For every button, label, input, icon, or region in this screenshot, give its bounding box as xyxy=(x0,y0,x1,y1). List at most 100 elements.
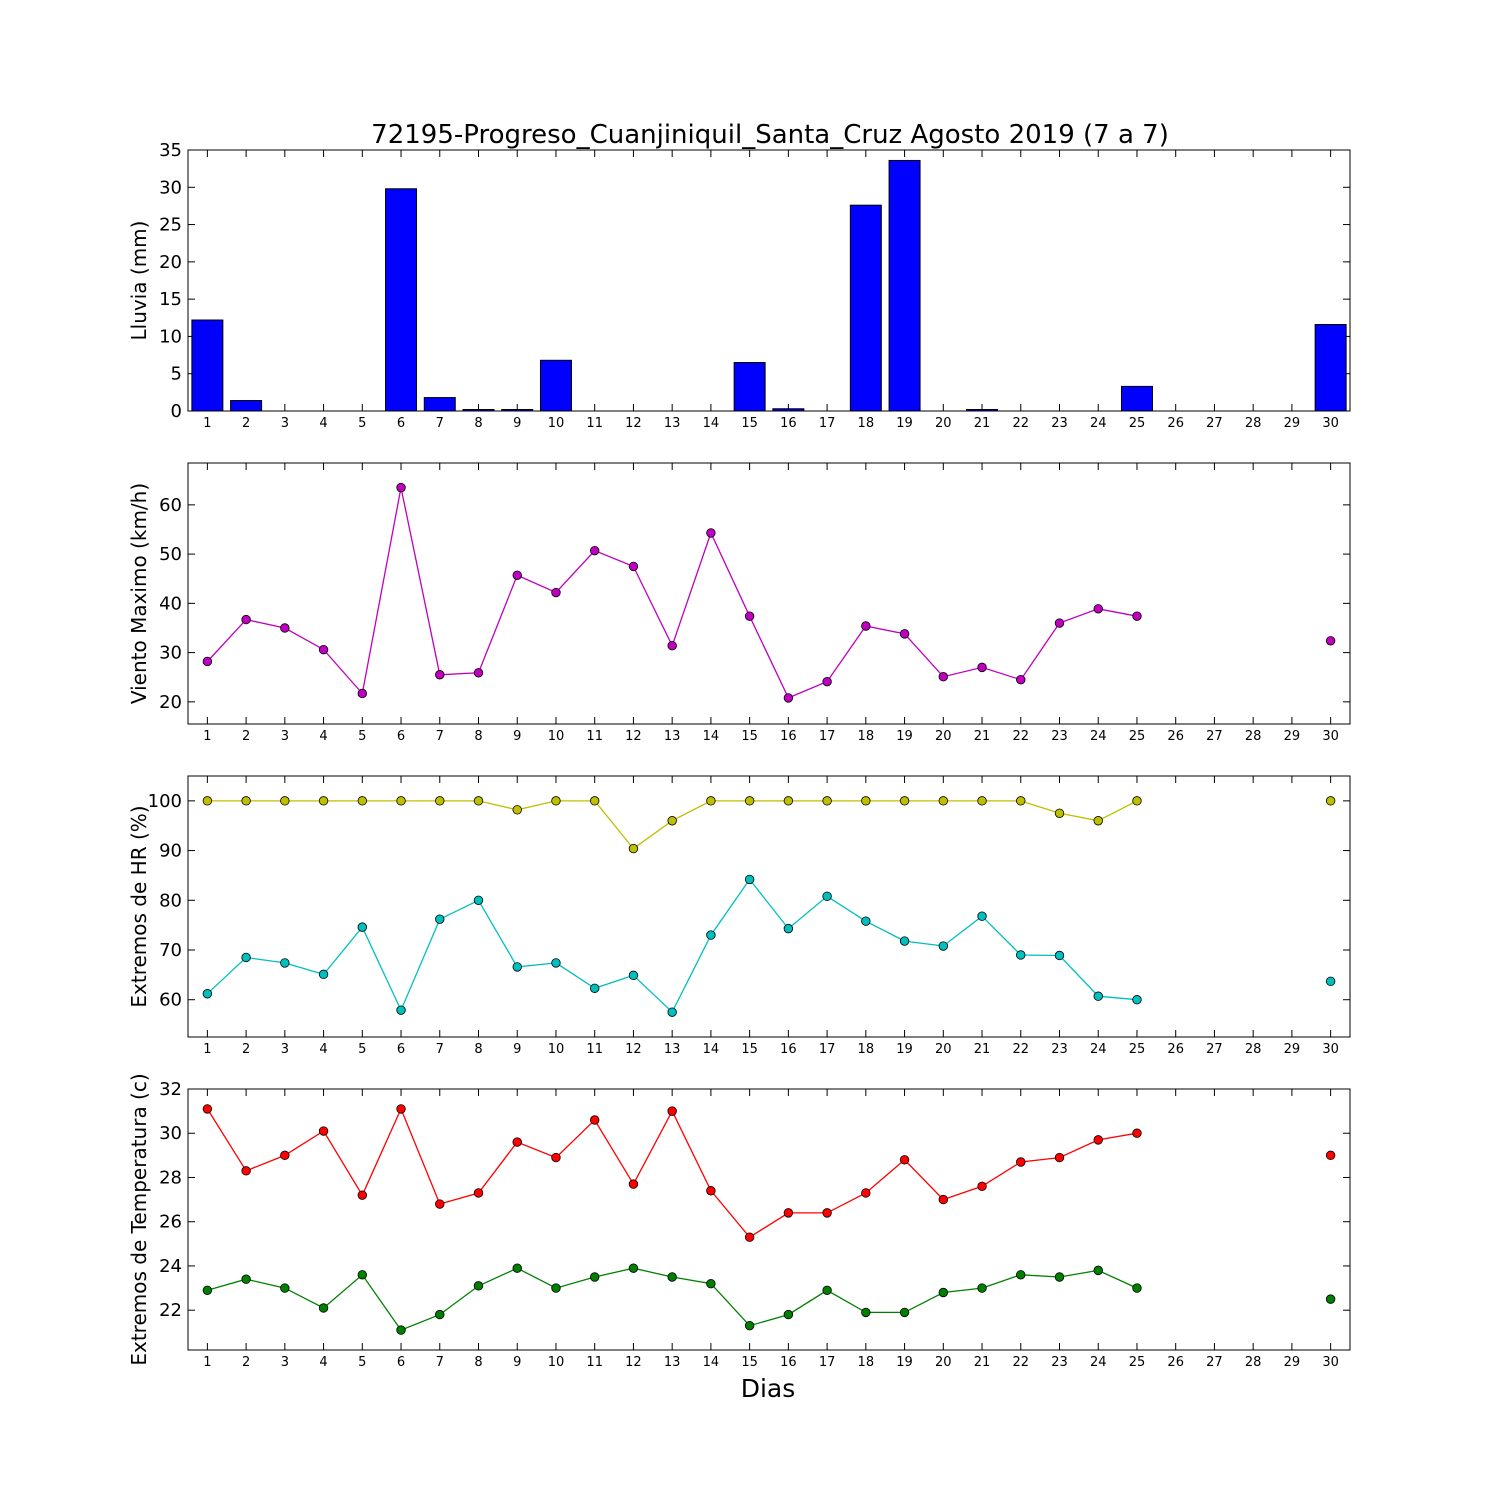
rain-bar xyxy=(849,204,882,412)
temp-max-point xyxy=(977,1181,987,1192)
x-tick-label: 7 xyxy=(436,1042,444,1057)
x-tick-label: 8 xyxy=(474,1355,482,1370)
hr-min-point xyxy=(938,941,949,951)
y-tick-label: 22 xyxy=(159,1300,182,1321)
rain-bar xyxy=(501,409,534,412)
temp-min-point xyxy=(551,1283,561,1293)
y-tick-label: 5 xyxy=(171,364,182,385)
x-tick-label: 10 xyxy=(548,1355,565,1370)
x-tick-label: 24 xyxy=(1090,416,1107,431)
x-tick-label: 6 xyxy=(397,416,405,431)
hr-min-point xyxy=(202,989,213,999)
x-tick-label: 10 xyxy=(548,1042,565,1057)
x-tick-label: 23 xyxy=(1051,729,1068,744)
x-tick-label: 29 xyxy=(1284,729,1301,744)
max-wind-point xyxy=(1093,604,1103,614)
rain-bar xyxy=(733,362,766,412)
hr-min-point xyxy=(512,962,522,972)
hr-max-point xyxy=(590,796,600,806)
temp-max-point xyxy=(551,1152,561,1163)
temp-min-point xyxy=(822,1285,832,1295)
x-tick-label: 12 xyxy=(625,1042,642,1057)
y-tick-label: 20 xyxy=(159,692,182,713)
max-wind-point xyxy=(280,623,290,633)
y-axis-label: Extremos de HR (%) xyxy=(127,805,151,1007)
temp-max-point xyxy=(899,1155,910,1165)
max-wind-point xyxy=(861,621,871,631)
x-tick-label: 13 xyxy=(664,1355,681,1370)
x-tick-label: 1 xyxy=(203,1355,211,1370)
y-tick-label: 90 xyxy=(159,841,182,862)
rain-bar xyxy=(1314,323,1347,412)
max-wind-point xyxy=(357,688,368,699)
x-tick-label: 3 xyxy=(281,729,289,744)
x-tick-label: 11 xyxy=(586,729,603,744)
y-tick-label: 30 xyxy=(159,1123,182,1144)
x-tick-label: 4 xyxy=(319,1355,327,1370)
hr-min-point xyxy=(744,874,755,885)
x-tick-label: 4 xyxy=(319,416,327,431)
hr-max-point xyxy=(280,796,290,806)
x-tick-label: 8 xyxy=(474,416,482,431)
x-axis-label: Dias xyxy=(741,1374,796,1403)
x-tick-label: 28 xyxy=(1245,729,1262,744)
max-wind-point xyxy=(435,670,445,680)
x-tick-label: 6 xyxy=(397,729,405,744)
rain-bar xyxy=(230,400,263,412)
y-axis-label: Lluvia (mm) xyxy=(127,221,151,341)
x-tick-label: 7 xyxy=(436,1355,444,1370)
temp-min-point xyxy=(590,1272,600,1282)
temp-min-point xyxy=(318,1303,329,1313)
x-tick-label: 21 xyxy=(974,729,991,744)
x-tick-label: 30 xyxy=(1322,729,1339,744)
temp-max-point xyxy=(396,1104,406,1114)
max-wind-point xyxy=(318,644,329,655)
temp-max-point xyxy=(512,1137,522,1147)
x-tick-label: 15 xyxy=(741,1355,758,1370)
x-tick-label: 18 xyxy=(858,729,875,744)
temp-min-point xyxy=(241,1274,251,1284)
max-wind-point xyxy=(1016,674,1026,685)
x-tick-label: 30 xyxy=(1322,1042,1339,1057)
temp-min-point xyxy=(1016,1270,1026,1280)
x-tick-label: 19 xyxy=(896,729,913,744)
x-tick-label: 9 xyxy=(513,1042,521,1057)
plot-area xyxy=(187,149,1351,412)
rain-bar xyxy=(966,409,999,412)
x-tick-label: 22 xyxy=(1012,729,1029,744)
x-tick-label: 18 xyxy=(858,416,875,431)
y-tick-label: 35 xyxy=(159,140,182,161)
temp-min-point xyxy=(512,1263,522,1273)
temp-max-point xyxy=(357,1190,368,1200)
x-tick-label: 13 xyxy=(664,416,681,431)
max-wind-point xyxy=(783,693,794,703)
hr-min-point xyxy=(357,922,368,932)
max-wind-point xyxy=(977,662,987,673)
hr-max-point xyxy=(357,796,368,806)
max-wind-point xyxy=(938,672,949,682)
x-tick-label: 11 xyxy=(586,416,603,431)
rain-bar xyxy=(772,408,805,412)
x-tick-label: 5 xyxy=(358,729,366,744)
hr-min-point xyxy=(822,891,832,902)
y-tick-label: 0 xyxy=(171,401,182,422)
hr-min-point xyxy=(1132,995,1142,1005)
x-tick-label: 23 xyxy=(1051,1042,1068,1057)
x-tick-label: 9 xyxy=(513,416,521,431)
x-tick-label: 23 xyxy=(1051,1355,1068,1370)
hr-max-point xyxy=(241,796,251,806)
x-tick-label: 16 xyxy=(780,416,797,431)
hr-max-point xyxy=(628,843,639,854)
hr-min-point xyxy=(1054,950,1065,961)
temp-min-point xyxy=(744,1320,755,1331)
x-tick-label: 25 xyxy=(1129,729,1146,744)
temp-max-point xyxy=(590,1115,600,1125)
x-tick-label: 5 xyxy=(358,1355,366,1370)
rain-bar xyxy=(1120,385,1153,412)
x-tick-label: 15 xyxy=(741,729,758,744)
x-tick-label: 4 xyxy=(319,1042,327,1057)
x-tick-label: 19 xyxy=(896,1042,913,1057)
x-tick-label: 11 xyxy=(586,1042,603,1057)
x-tick-label: 20 xyxy=(935,729,952,744)
